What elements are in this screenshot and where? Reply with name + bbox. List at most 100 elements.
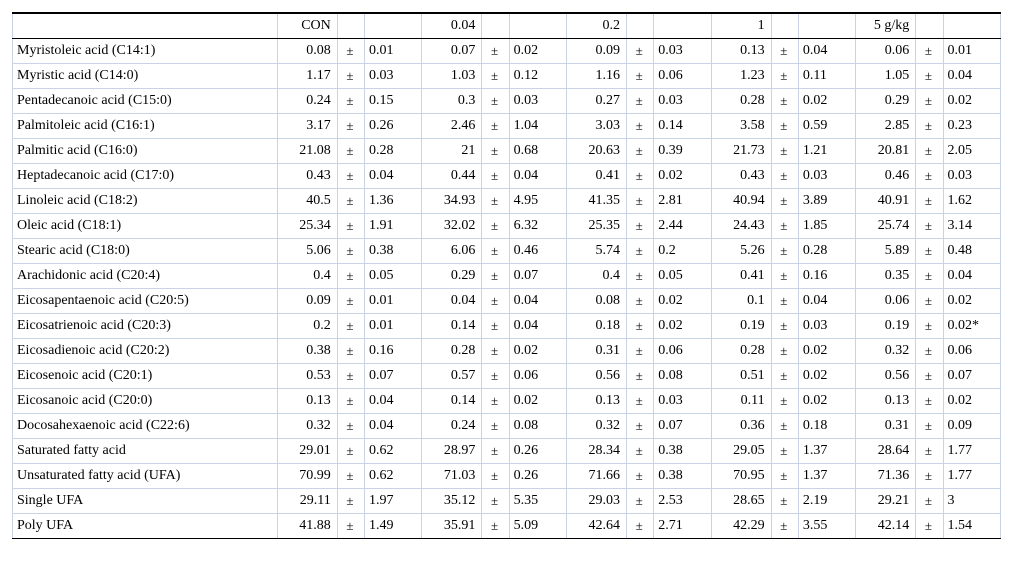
cell-sd: 0.39 bbox=[654, 139, 711, 164]
table-row: Palmitic acid (C16:0)21.08±0.2821±0.6820… bbox=[13, 139, 1001, 164]
cell-sd: 0.03 bbox=[509, 89, 566, 114]
cell-value: 34.93 bbox=[422, 189, 482, 214]
cell-value: 0.3 bbox=[422, 89, 482, 114]
plus-minus-icon: ± bbox=[771, 64, 798, 89]
row-label: Myristic acid (C14:0) bbox=[13, 64, 278, 89]
plus-minus-icon: ± bbox=[337, 289, 364, 314]
plus-minus-icon: ± bbox=[337, 389, 364, 414]
plus-minus-icon: ± bbox=[482, 364, 509, 389]
cell-value: 2.46 bbox=[422, 114, 482, 139]
cell-value: 28.65 bbox=[711, 489, 771, 514]
cell-sd: 2.19 bbox=[798, 489, 855, 514]
cell-sd: 0.01 bbox=[365, 289, 422, 314]
cell-value: 0.1 bbox=[711, 289, 771, 314]
plus-minus-icon: ± bbox=[482, 39, 509, 64]
cell-value: 3.17 bbox=[277, 114, 337, 139]
header-5gkg: 5 g/kg bbox=[856, 13, 916, 39]
cell-sd: 1.77 bbox=[943, 464, 1000, 489]
cell-sd: 0.07 bbox=[654, 414, 711, 439]
cell-value: 21.73 bbox=[711, 139, 771, 164]
cell-value: 20.63 bbox=[566, 139, 626, 164]
cell-sd: 2.81 bbox=[654, 189, 711, 214]
plus-minus-icon: ± bbox=[916, 389, 943, 414]
table-row: Palmitoleic acid (C16:1)3.17±0.262.46±1.… bbox=[13, 114, 1001, 139]
cell-sd: 0.02 bbox=[654, 289, 711, 314]
cell-sd: 0.03 bbox=[654, 89, 711, 114]
header-02: 0.2 bbox=[566, 13, 626, 39]
table-row: Eicosanoic acid (C20:0)0.13±0.040.14±0.0… bbox=[13, 389, 1001, 414]
plus-minus-icon: ± bbox=[337, 264, 364, 289]
cell-value: 0.38 bbox=[277, 339, 337, 364]
cell-value: 25.74 bbox=[856, 214, 916, 239]
plus-minus-icon: ± bbox=[482, 439, 509, 464]
cell-sd: 0.02 bbox=[943, 389, 1000, 414]
cell-value: 0.28 bbox=[711, 339, 771, 364]
plus-minus-icon: ± bbox=[482, 164, 509, 189]
cell-value: 41.88 bbox=[277, 514, 337, 539]
cell-value: 0.08 bbox=[566, 289, 626, 314]
cell-sd: 0.09 bbox=[943, 414, 1000, 439]
plus-minus-icon: ± bbox=[916, 489, 943, 514]
cell-sd: 1.21 bbox=[798, 139, 855, 164]
table-row: Poly UFA41.88±1.4935.91±5.0942.64±2.7142… bbox=[13, 514, 1001, 539]
cell-sd: 0.12 bbox=[509, 64, 566, 89]
cell-sd: 0.04 bbox=[365, 414, 422, 439]
cell-value: 0.14 bbox=[422, 389, 482, 414]
plus-minus-icon: ± bbox=[771, 464, 798, 489]
cell-value: 5.26 bbox=[711, 239, 771, 264]
plus-minus-icon: ± bbox=[482, 189, 509, 214]
row-label: Stearic acid (C18:0) bbox=[13, 239, 278, 264]
cell-value: 0.46 bbox=[856, 164, 916, 189]
cell-sd: 1.97 bbox=[365, 489, 422, 514]
plus-minus-icon: ± bbox=[482, 264, 509, 289]
cell-value: 0.19 bbox=[711, 314, 771, 339]
cell-sd: 0.06 bbox=[654, 339, 711, 364]
cell-value: 24.43 bbox=[711, 214, 771, 239]
cell-sd: 0.06 bbox=[509, 364, 566, 389]
cell-value: 0.56 bbox=[856, 364, 916, 389]
plus-minus-icon: ± bbox=[916, 189, 943, 214]
cell-value: 20.81 bbox=[856, 139, 916, 164]
cell-sd: 0.02 bbox=[509, 389, 566, 414]
plus-minus-icon: ± bbox=[771, 89, 798, 114]
cell-value: 0.4 bbox=[566, 264, 626, 289]
cell-sd: 0.16 bbox=[365, 339, 422, 364]
cell-value: 25.34 bbox=[277, 214, 337, 239]
cell-value: 1.16 bbox=[566, 64, 626, 89]
cell-value: 1.23 bbox=[711, 64, 771, 89]
cell-sd: 0.59 bbox=[798, 114, 855, 139]
cell-value: 21 bbox=[422, 139, 482, 164]
cell-value: 0.43 bbox=[711, 164, 771, 189]
plus-minus-icon: ± bbox=[771, 489, 798, 514]
cell-value: 0.51 bbox=[711, 364, 771, 389]
cell-value: 0.56 bbox=[566, 364, 626, 389]
cell-sd: 0.02* bbox=[943, 314, 1000, 339]
cell-sd: 0.07 bbox=[365, 364, 422, 389]
plus-minus-icon: ± bbox=[627, 89, 654, 114]
cell-sd: 6.32 bbox=[509, 214, 566, 239]
plus-minus-icon: ± bbox=[627, 189, 654, 214]
cell-value: 0.41 bbox=[711, 264, 771, 289]
table-row: Eicosatrienoic acid (C20:3)0.2±0.010.14±… bbox=[13, 314, 1001, 339]
plus-minus-icon: ± bbox=[337, 414, 364, 439]
cell-value: 0.32 bbox=[566, 414, 626, 439]
cell-value: 71.66 bbox=[566, 464, 626, 489]
plus-minus-icon: ± bbox=[482, 89, 509, 114]
cell-sd: 1.91 bbox=[365, 214, 422, 239]
cell-value: 21.08 bbox=[277, 139, 337, 164]
cell-value: 0.06 bbox=[856, 39, 916, 64]
row-label: Palmitoleic acid (C16:1) bbox=[13, 114, 278, 139]
row-label: Myristoleic acid (C14:1) bbox=[13, 39, 278, 64]
plus-minus-icon: ± bbox=[337, 339, 364, 364]
plus-minus-icon: ± bbox=[771, 414, 798, 439]
cell-value: 0.35 bbox=[856, 264, 916, 289]
cell-sd: 0.02 bbox=[654, 314, 711, 339]
cell-sd: 1.04 bbox=[509, 114, 566, 139]
header-004: 0.04 bbox=[422, 13, 482, 39]
cell-sd: 0.38 bbox=[654, 464, 711, 489]
cell-value: 0.13 bbox=[856, 389, 916, 414]
cell-value: 0.08 bbox=[277, 39, 337, 64]
cell-value: 1.03 bbox=[422, 64, 482, 89]
plus-minus-icon: ± bbox=[627, 364, 654, 389]
cell-value: 28.34 bbox=[566, 439, 626, 464]
